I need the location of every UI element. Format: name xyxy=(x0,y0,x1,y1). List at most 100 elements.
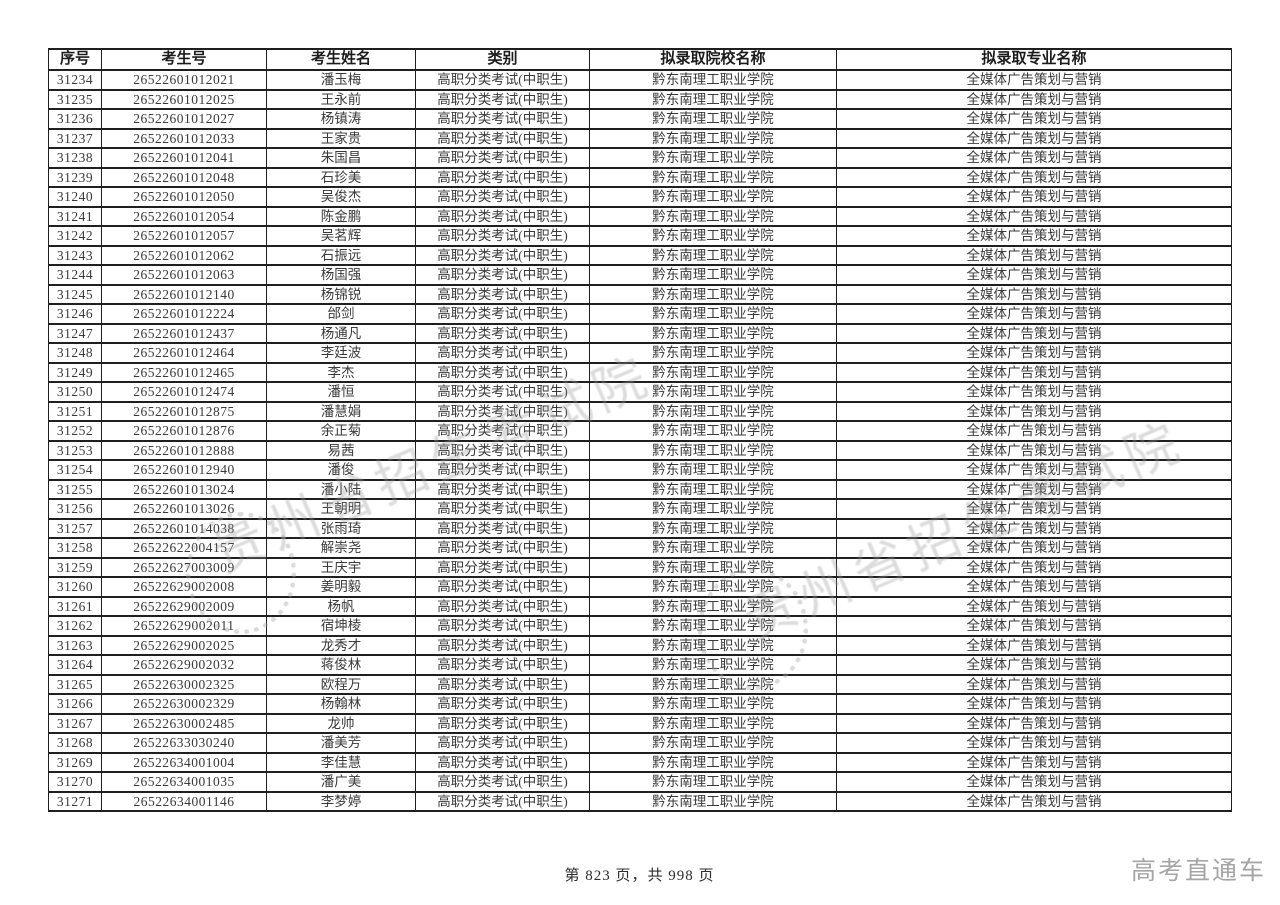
table-row: 31254 26522601012940 潘俊 高职分类考试(中职生) 黔东南理工职业学… xyxy=(48,459,1232,481)
candidate-name-cell: 王朝明 xyxy=(266,498,416,520)
major-cell: 全媒体广告策划与营销 xyxy=(836,69,1232,91)
category-cell: 高职分类考试(中职生) xyxy=(415,283,590,305)
major-cell: 全媒体广告策划与营销 xyxy=(836,361,1232,383)
candidate-name-cell: 潘慧娟 xyxy=(266,400,416,422)
candidate-no-cell: 26522601012025 xyxy=(101,88,267,110)
college-cell: 黔东南理工职业学院 xyxy=(589,303,837,325)
category-cell: 高职分类考试(中职生) xyxy=(415,459,590,481)
college-cell: 黔东南理工职业学院 xyxy=(589,732,837,754)
college-cell: 黔东南理工职业学院 xyxy=(589,225,837,247)
college-cell: 黔东南理工职业学院 xyxy=(589,381,837,403)
category-cell: 高职分类考试(中职生) xyxy=(415,439,590,461)
candidate-no-cell: 26522601013026 xyxy=(101,498,267,520)
category-cell: 高职分类考试(中职生) xyxy=(415,342,590,364)
candidate-name-cell: 石振远 xyxy=(266,244,416,266)
category-cell: 高职分类考试(中职生) xyxy=(415,634,590,656)
category-cell: 高职分类考试(中职生) xyxy=(415,108,590,130)
candidate-name-cell: 李梦婷 xyxy=(266,790,416,812)
brand-watermark-text: 高考直通车 xyxy=(1130,857,1266,885)
college-cell: 黔东南理工职业学院 xyxy=(589,595,837,617)
major-cell: 全媒体广告策划与营销 xyxy=(836,615,1232,637)
major-cell: 全媒体广告策划与营销 xyxy=(836,576,1232,598)
major-cell: 全媒体广告策划与营销 xyxy=(836,732,1232,754)
college-cell: 黔东南理工职业学院 xyxy=(589,88,837,110)
category-cell: 高职分类考试(中职生) xyxy=(415,69,590,91)
major-cell: 全媒体广告策划与营销 xyxy=(836,225,1232,247)
category-cell: 高职分类考试(中职生) xyxy=(415,576,590,598)
candidate-no-cell: 26522601012054 xyxy=(101,205,267,227)
college-cell: 黔东南理工职业学院 xyxy=(589,459,837,481)
category-cell: 高职分类考试(中职生) xyxy=(415,205,590,227)
serial-cell: 31256 xyxy=(48,498,102,520)
category-cell: 高职分类考试(中职生) xyxy=(415,322,590,344)
table-row: 31253 26522601012888 易茜 高职分类考试(中职生) 黔东南理工职业学… xyxy=(48,439,1232,461)
major-cell: 全媒体广告策划与营销 xyxy=(836,459,1232,481)
college-cell: 黔东南理工职业学院 xyxy=(589,771,837,793)
major-cell: 全媒体广告策划与营销 xyxy=(836,205,1232,227)
table-row: 31235 26522601012025 王永前 高职分类考试(中职生) 黔东南理工职业… xyxy=(48,88,1232,110)
table-row: 31269 26522634001004 李佳慧 高职分类考试(中职生) 黔东南理工职业… xyxy=(48,751,1232,773)
candidate-no-cell: 26522601012888 xyxy=(101,439,267,461)
major-cell: 全媒体广告策划与营销 xyxy=(836,88,1232,110)
major-cell: 全媒体广告策划与营销 xyxy=(836,283,1232,305)
candidate-name-cell: 杨帆 xyxy=(266,595,416,617)
college-cell: 黔东南理工职业学院 xyxy=(589,654,837,676)
candidate-name-cell: 石珍美 xyxy=(266,166,416,188)
table-row: 31238 26522601012041 朱国昌 高职分类考试(中职生) 黔东南理工职业… xyxy=(48,147,1232,169)
serial-cell: 31243 xyxy=(48,244,102,266)
category-cell: 高职分类考试(中职生) xyxy=(415,147,590,169)
serial-cell: 31254 xyxy=(48,459,102,481)
college-cell: 黔东南理工职业学院 xyxy=(589,712,837,734)
candidate-name-cell: 杨镇涛 xyxy=(266,108,416,130)
college-cell: 黔东南理工职业学院 xyxy=(589,186,837,208)
major-cell: 全媒体广告策划与营销 xyxy=(836,790,1232,812)
category-cell: 高职分类考试(中职生) xyxy=(415,186,590,208)
candidate-name-cell: 潘美芳 xyxy=(266,732,416,754)
candidate-name-cell: 吴茗辉 xyxy=(266,225,416,247)
major-cell: 全媒体广告策划与营销 xyxy=(836,166,1232,188)
major-cell: 全媒体广告策划与营销 xyxy=(836,342,1232,364)
candidate-no-cell: 26522629002025 xyxy=(101,634,267,656)
category-cell: 高职分类考试(中职生) xyxy=(415,771,590,793)
table-row: 31236 26522601012027 杨镇涛 高职分类考试(中职生) 黔东南理工职业… xyxy=(48,108,1232,130)
candidate-name-cell: 朱国昌 xyxy=(266,147,416,169)
college-cell: 黔东南理工职业学院 xyxy=(589,537,837,559)
table-row: 31260 26522629002008 姜明毅 高职分类考试(中职生) 黔东南理工职业… xyxy=(48,576,1232,598)
serial-cell: 31253 xyxy=(48,439,102,461)
table-row: 31242 26522601012057 吴茗辉 高职分类考试(中职生) 黔东南理工职业… xyxy=(48,225,1232,247)
table-header: 序号 考生号 考生姓名 类别 拟录取院校名称 拟录取专业名称 xyxy=(48,48,1232,71)
category-cell: 高职分类考试(中职生) xyxy=(415,88,590,110)
candidate-no-cell: 26522601012224 xyxy=(101,303,267,325)
table-row: 31271 26522634001146 李梦婷 高职分类考试(中职生) 黔东南理工职业… xyxy=(48,790,1232,812)
serial-cell: 31249 xyxy=(48,361,102,383)
category-cell: 高职分类考试(中职生) xyxy=(415,615,590,637)
serial-cell: 31246 xyxy=(48,303,102,325)
candidate-no-cell: 26522601012062 xyxy=(101,244,267,266)
candidate-no-cell: 26522601012063 xyxy=(101,264,267,286)
candidate-no-cell: 26522601012057 xyxy=(101,225,267,247)
table-body: 31234 26522601012021 潘玉梅 高职分类考试(中职生) 黔东南理工职业… xyxy=(48,69,1232,812)
candidate-no-cell: 26522629002032 xyxy=(101,654,267,676)
category-cell: 高职分类考试(中职生) xyxy=(415,478,590,500)
candidate-name-cell: 潘俊 xyxy=(266,459,416,481)
serial-cell: 31251 xyxy=(48,400,102,422)
candidate-no-cell: 26522630002485 xyxy=(101,712,267,734)
table-row: 31261 26522629002009 杨帆 高职分类考试(中职生) 黔东南理工职业学… xyxy=(48,595,1232,617)
major-cell: 全媒体广告策划与营销 xyxy=(836,673,1232,695)
major-cell: 全媒体广告策划与营销 xyxy=(836,751,1232,773)
candidate-no-cell: 26522601012940 xyxy=(101,459,267,481)
category-cell: 高职分类考试(中职生) xyxy=(415,732,590,754)
college-cell: 黔东南理工职业学院 xyxy=(589,556,837,578)
candidate-name-cell: 杨翰林 xyxy=(266,693,416,715)
table-row: 31255 26522601013024 潘小陆 高职分类考试(中职生) 黔东南理工职业… xyxy=(48,478,1232,500)
college-cell: 黔东南理工职业学院 xyxy=(589,576,837,598)
candidate-name-cell: 潘玉梅 xyxy=(266,69,416,91)
category-cell: 高职分类考试(中职生) xyxy=(415,361,590,383)
candidate-no-cell: 26522622004157 xyxy=(101,537,267,559)
candidate-no-cell: 26522629002008 xyxy=(101,576,267,598)
major-cell: 全媒体广告策划与营销 xyxy=(836,322,1232,344)
table-row: 31263 26522629002025 龙秀才 高职分类考试(中职生) 黔东南理工职业… xyxy=(48,634,1232,656)
serial-cell: 31259 xyxy=(48,556,102,578)
candidate-no-cell: 26522601012033 xyxy=(101,127,267,149)
college-cell: 黔东南理工职业学院 xyxy=(589,400,837,422)
